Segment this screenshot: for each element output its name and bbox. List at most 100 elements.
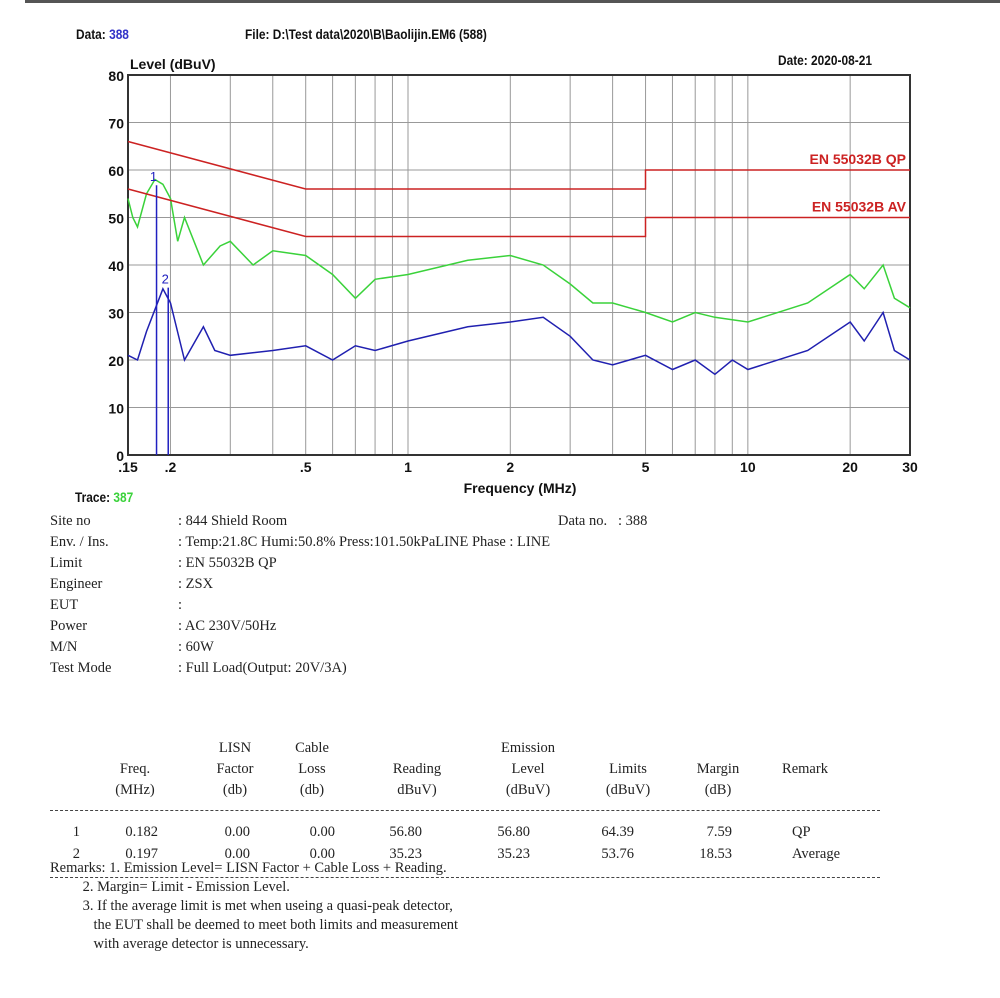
trace-number: Trace: 387 [75,489,133,505]
remarks: Remarks: 1. Emission Level= LISN Factor … [50,859,458,954]
column-header: Level [511,761,545,777]
trace-label: Trace: [75,489,111,505]
y-tick-label: 40 [108,258,124,274]
limit-line [127,188,910,238]
y-tick-label: 50 [108,211,124,227]
column-header: Remark [782,761,828,777]
info-value: : AC 230V/50Hz [178,618,277,634]
series-line-1 [127,287,911,376]
y-tick-label: 80 [108,68,124,84]
info-value: : Full Load(Output: 20V/3A) [178,660,347,676]
x-tick-label: .5 [300,459,312,475]
data-value: 388 [109,26,129,42]
column-header: Limits [609,761,647,777]
info-row: Limit : EN 55032B QP [50,553,647,574]
table-cell: 56.80 [497,824,530,840]
table-cell: 0.00 [224,824,250,840]
x-tick-label: 2 [506,459,514,475]
table-cell: 64.39 [601,824,634,840]
limit-label: EN 55032B AV [812,199,907,215]
x-tick-label: .2 [165,459,177,475]
info-row: Env. / Ins. : Temp:21.8C Humi:50.8% Press… [50,532,647,553]
table-cell: Average [792,846,841,862]
column-header: (db) [222,782,248,798]
x-tick-label: 5 [642,459,650,475]
x-tick-label: 1 [404,459,412,475]
info-key: Limit [50,555,83,571]
column-header: Loss [298,761,326,777]
info-value: : 60W [178,639,214,655]
table-cell: 2 [72,846,80,862]
marker-label: 2 [162,272,169,287]
column-header: dBuV) [397,782,437,798]
info-value: : 844 Shield Room [178,513,288,529]
y-tick-label: 60 [108,163,124,179]
info-row: Test Mode : Full Load(Output: 20V/3A) [50,658,647,679]
info-key: Test Mode [50,660,112,676]
column-header: (dB) [704,782,732,798]
y-axis-label: Level (dBuV) [130,56,216,72]
column-header: Cable [295,740,329,756]
info-key: Power [50,618,88,634]
info-row: M/N : 60W [50,637,647,658]
data-number: Data: 388 [76,26,129,42]
column-header: (dBuV) [505,782,551,798]
info-value: : Temp:21.8C Humi:50.8% Press:101.50kPaL… [178,534,551,550]
remark-line: with average detector is unnecessary. [50,936,309,952]
remark-line: 2. Margin= Limit - Emission Level. [50,879,290,895]
x-tick-label: 10 [740,459,756,475]
table-cell: 0.00 [309,824,335,840]
column-header: Margin [696,761,740,777]
marker-label: 1 [150,169,157,184]
info-value: : EN 55032B QP [178,555,277,571]
info-row: Site no : 844 Shield Room Data no. : 388 [50,511,647,532]
info-key: Site no [50,513,91,529]
table-cell: 0.00 [224,846,250,862]
info-key: Env. / Ins. [50,534,109,550]
column-header: Reading [392,761,442,777]
y-tick-label: 0 [116,448,124,464]
table-divider [50,877,880,878]
table-divider [50,810,880,811]
table-cell: 0.182 [125,824,158,840]
table-cell: 18.53 [699,846,732,862]
table-cell: 56.80 [389,824,422,840]
info-value: : [178,597,183,613]
table-cell: 0.197 [125,846,158,862]
test-info: Site no : 844 Shield Room Data no. : 388 En… [50,511,647,679]
x-tick-label: 30 [902,459,918,475]
column-header: Emission [501,740,555,756]
info-row: Power : AC 230V/50Hz [50,616,647,637]
trace-value: 387 [113,489,134,505]
table-cell: 1 [72,824,80,840]
top-rule [25,0,1000,3]
table-cell: QP [792,824,811,840]
column-header: (dBuV) [605,782,651,798]
y-tick-label: 10 [108,401,124,417]
table-cell: 35.23 [389,846,422,862]
table-cell: 35.23 [497,846,530,862]
remark-line: the EUT shall be deemed to meet both lim… [50,917,459,933]
info-value: : ZSX [178,576,214,592]
info-key: M/N [50,639,78,655]
column-header: (MHz) [115,782,155,798]
table-cell: 53.76 [601,846,634,862]
plot-frame [127,74,911,456]
limit-label: EN 55032B QP [810,151,907,167]
info-key: Engineer [50,576,103,592]
y-tick-label: 30 [108,306,124,322]
test-date: Date: 2020-08-21 [778,52,872,68]
x-axis-label: Frequency (MHz) [464,480,577,496]
remark-line: Remarks: 1. Emission Level= LISN Factor … [50,860,447,876]
x-tick-label: 20 [842,459,858,475]
table-cell: 0.00 [309,846,335,862]
info-extra: Data no. : 388 [558,513,648,529]
table-cell: 7.59 [706,824,732,840]
remark-line: 3. If the average limit is met when usei… [50,898,453,914]
info-row: EUT: [50,595,647,616]
x-tick-label: .15 [118,459,138,475]
column-header: LISN [218,740,252,756]
file-path: File: D:\Test data\2020\B\Baolijin.EM6 (… [245,26,487,42]
column-header: Factor [216,761,254,777]
info-row: Engineer : ZSX [50,574,647,595]
